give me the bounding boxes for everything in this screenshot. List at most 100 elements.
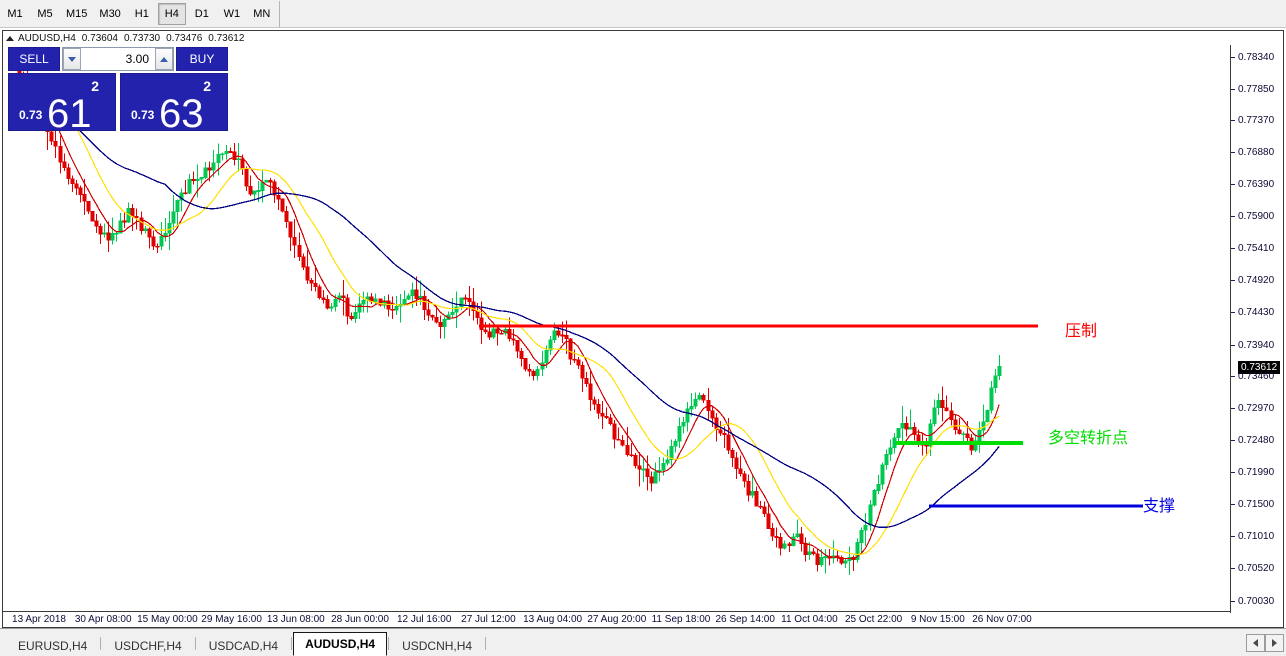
- tick-mark: [1231, 184, 1235, 186]
- chart-tab-label: USDCNH,H4: [402, 639, 473, 653]
- volume-increment-button[interactable]: [155, 48, 173, 70]
- tick-mark: [1231, 568, 1235, 570]
- price-axis[interactable]: 0.73612 0.78340 0.77850 0.77370 0.76880 0.76…: [1230, 45, 1283, 613]
- volume-decrement-button[interactable]: [63, 48, 81, 70]
- price-axis-tick: 0.72970: [1231, 403, 1274, 415]
- tick-mark: [1231, 504, 1235, 506]
- timeframe-label: M30: [99, 7, 121, 20]
- tab-scroll-left-button[interactable]: [1246, 634, 1265, 652]
- price-axis-tick: 0.71990: [1231, 467, 1274, 479]
- chevron-down-icon: [68, 56, 76, 62]
- tick-mark: [1231, 216, 1235, 218]
- price-axis-tick: 0.76880: [1231, 147, 1274, 159]
- time-axis-label: 27 Jul 12:00: [461, 614, 516, 625]
- chart-tab-eurusd[interactable]: EURUSD,H4: [6, 635, 99, 656]
- tab-separator: [485, 636, 487, 650]
- timeframe-button-h4[interactable]: H4: [157, 2, 186, 25]
- current-price-label: 0.73612: [1238, 360, 1281, 374]
- ma-line-ma-mid: [26, 75, 1000, 556]
- time-axis-label: 29 May 16:00: [201, 614, 262, 625]
- price-axis-tick: 0.78340: [1231, 51, 1274, 63]
- price-axis-tick: 0.70030: [1231, 595, 1274, 607]
- sell-button[interactable]: SELL: [8, 47, 60, 71]
- price-axis-label: 0.72480: [1238, 435, 1275, 447]
- oct-price-row: 0.73 61 2 0.73 63 2: [8, 73, 228, 131]
- timeframe-button-m5[interactable]: M5: [31, 3, 59, 25]
- chart-tab-label: AUDUSD,H4: [305, 637, 376, 651]
- price-axis-label: 0.70520: [1238, 563, 1275, 575]
- timeframe-button-mn[interactable]: MN: [248, 3, 276, 25]
- timeframe-toolbar: M1 M5 M15 M30 H1 H4 D1 W1 MN: [0, 0, 1286, 28]
- tab-scroll-controls: [1246, 634, 1284, 652]
- timeframe-label: H4: [164, 7, 179, 20]
- triangle-right-icon: [1272, 639, 1277, 647]
- price-axis-tick: 0.75900: [1231, 211, 1274, 223]
- buy-price-display[interactable]: 0.73 63 2: [120, 73, 228, 131]
- timeframe-label: M1: [7, 7, 23, 20]
- sell-price-display[interactable]: 0.73 61 2: [8, 73, 116, 131]
- timeframe-label: D1: [194, 7, 209, 20]
- time-axis-label: 25 Oct 22:00: [844, 614, 903, 625]
- chart-tab-usdchf[interactable]: USDCHF,H4: [102, 635, 193, 656]
- chevron-up-icon: [160, 56, 168, 62]
- chart-tab-audusd[interactable]: AUDUSD,H4: [293, 632, 388, 656]
- price-axis-label: 0.70030: [1238, 595, 1275, 607]
- price-axis-tick: 0.71010: [1231, 531, 1274, 543]
- tick-mark: [1231, 472, 1235, 474]
- tab-separator: [291, 636, 293, 650]
- tick-mark: [1231, 408, 1235, 410]
- tick-mark: [1231, 88, 1235, 90]
- price-axis-label: 0.78340: [1238, 51, 1275, 63]
- volume-input[interactable]: 3.00: [81, 48, 155, 70]
- price-axis-tick: 0.77370: [1231, 114, 1274, 126]
- price-axis-tick: 0.76390: [1231, 179, 1274, 191]
- sell-price-fraction: 2: [91, 78, 99, 94]
- price-axis-tick: 0.74430: [1231, 307, 1274, 319]
- time-axis-label: 26 Nov 07:00: [972, 614, 1032, 625]
- sell-price-pips: 61: [47, 92, 92, 131]
- time-axis-label: 12 Jul 16:00: [396, 614, 452, 625]
- timeframe-button-w1[interactable]: W1: [218, 3, 246, 25]
- tab-scroll-right-button[interactable]: [1265, 634, 1284, 652]
- buy-price-pips: 63: [159, 92, 204, 131]
- sell-price-prefix: 0.73: [19, 108, 43, 122]
- tick-mark: [1231, 248, 1235, 250]
- price-axis-tick: 0.73940: [1231, 339, 1274, 351]
- price-axis-label: 0.74430: [1238, 307, 1275, 319]
- chart-info-line: AUDUSD,H4 0.73604 0.73730 0.73476 0.7361…: [3, 31, 250, 45]
- price-axis-label: 0.77370: [1238, 114, 1275, 126]
- timeframe-label: W1: [223, 7, 241, 20]
- timeframe-button-m30[interactable]: M30: [94, 3, 125, 25]
- tick-mark: [1231, 600, 1235, 602]
- price-axis-label: 0.72970: [1238, 403, 1275, 415]
- chart-tab-usdcnh[interactable]: USDCNH,H4: [390, 635, 484, 656]
- buy-button[interactable]: BUY: [176, 47, 228, 71]
- price-axis-label: 0.71500: [1238, 499, 1275, 511]
- timeframe-button-h1[interactable]: H1: [128, 3, 156, 25]
- one-click-trading-panel: SELL 3.00 BUY 0.73 61 2 0.73 63 2: [8, 47, 228, 145]
- time-axis-label: 13 Apr 2018: [12, 614, 66, 625]
- price-axis-label: 0.77850: [1238, 83, 1275, 95]
- timeframe-button-m1[interactable]: M1: [1, 3, 29, 25]
- timeframe-button-group: M1 M5 M15 M30 H1 H4 D1 W1 MN: [0, 0, 280, 27]
- timeframe-label: H1: [134, 7, 149, 20]
- chart-tab-list: EURUSD,H4 USDCHF,H4 USDCAD,H4 AUDUSD,H4 USDC…: [0, 630, 487, 656]
- tick-mark: [1231, 375, 1235, 377]
- triangle-left-icon: [1253, 639, 1258, 647]
- tick-mark: [1231, 280, 1235, 282]
- timeframe-button-m15[interactable]: M15: [61, 3, 92, 25]
- oct-header-row: SELL 3.00 BUY: [8, 47, 228, 71]
- chart-area[interactable]: AUDUSD,H4 0.73604 0.73730 0.73476 0.7361…: [2, 30, 1284, 628]
- chart-plot-area[interactable]: [3, 45, 1230, 613]
- timeframe-button-d1[interactable]: D1: [188, 3, 216, 25]
- volume-stepper[interactable]: 3.00: [62, 47, 174, 71]
- time-axis-label: 28 Jun 00:00: [331, 614, 389, 625]
- chart-tab-label: EURUSD,H4: [18, 639, 88, 653]
- price-axis-label: 0.74920: [1238, 275, 1275, 287]
- time-axis[interactable]: 13 Apr 2018 30 Apr 08:00 15 May 00:00 29 Ma…: [3, 611, 1230, 627]
- chart-tab-label: USDCHF,H4: [114, 639, 182, 653]
- price-axis-tick: 0.70520: [1231, 563, 1274, 575]
- chart-tab-usdcad[interactable]: USDCAD,H4: [197, 635, 290, 656]
- collapse-caret-icon[interactable]: [6, 35, 14, 41]
